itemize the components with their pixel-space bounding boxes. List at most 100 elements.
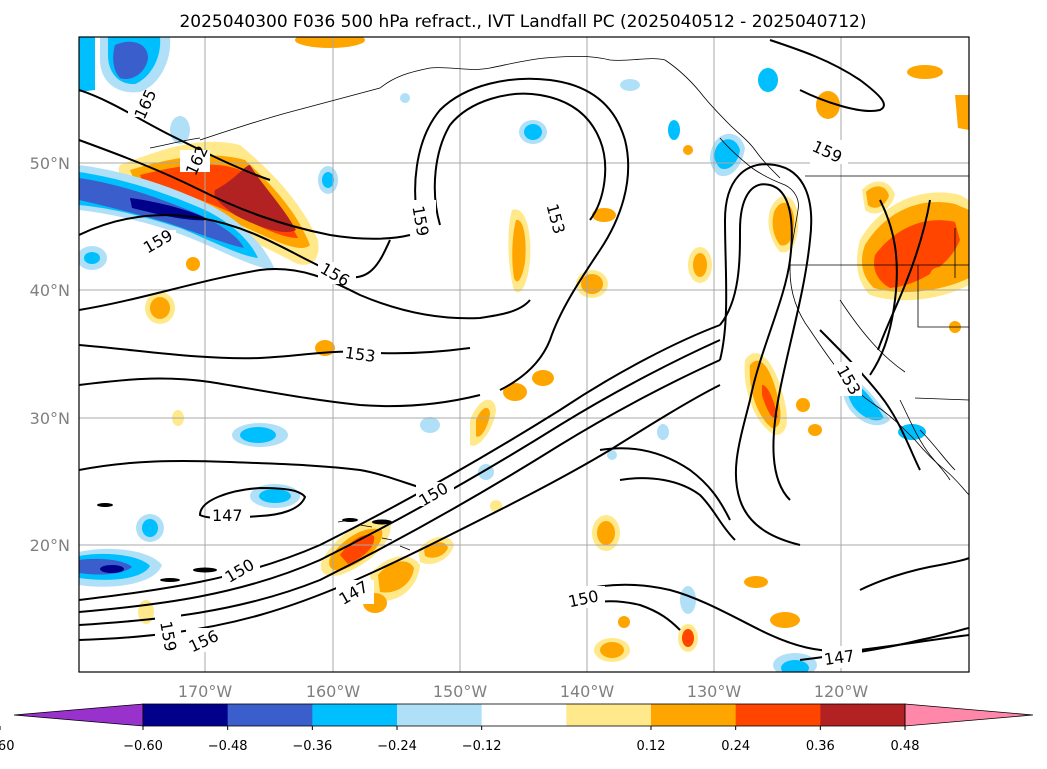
longitude-labels: 170°W 160°W 150°W 140°W 130°W 120°W (178, 682, 869, 701)
colorbar-tick-label: 0.36 (806, 739, 835, 754)
positive-anomaly-region (532, 370, 554, 386)
mexico-coast (919, 429, 956, 471)
negative-anomaly-region (130, 198, 210, 221)
baja-coast (899, 399, 951, 481)
colorbar-tick-label: −0.12 (462, 739, 502, 754)
colorbar-segment (651, 704, 737, 726)
positive-anomaly-region (490, 500, 502, 512)
colorbar-segment (227, 704, 313, 726)
contour-ne (869, 199, 898, 376)
contour-east-1 (719, 183, 801, 546)
map-area: 165 162 159 159 156 153 153 150 150 150 … (79, 37, 969, 672)
positive-anomaly-region (378, 561, 414, 593)
contour-162 (79, 139, 411, 240)
positive-anomaly-region (816, 91, 840, 119)
negative-anomaly-region (259, 489, 291, 503)
positive-anomaly-region (762, 385, 778, 419)
contour-jet-3 (79, 359, 721, 626)
positive-anomaly-region (597, 521, 615, 545)
colorbar-tick-label: −0.60 (123, 739, 163, 754)
negative-anomaly-region (668, 120, 680, 140)
positive-anomaly-region (772, 202, 795, 246)
us-mexico-border (914, 397, 969, 401)
negative-anomaly-region (714, 139, 740, 170)
bc-coast (719, 137, 799, 211)
negative-anomaly-region (680, 586, 696, 614)
negative-anomaly-region (113, 41, 148, 80)
colorbar-tick-label: −0.36 (292, 739, 332, 754)
positive-anomaly-region (424, 542, 448, 558)
colorbar-segment (481, 704, 567, 726)
positive-anomaly-region (693, 253, 707, 277)
contour-157 (433, 92, 607, 226)
positive-anomaly-region (683, 145, 693, 155)
contour-159-east (769, 39, 885, 112)
negative-anomaly-region (79, 37, 95, 92)
aleutians (149, 137, 201, 149)
positive-anomaly-region (295, 37, 365, 48)
colorbar-extend-min (13, 703, 144, 727)
negative-anomaly-region (100, 565, 124, 573)
contour-label: 147 (212, 506, 243, 525)
shading-layer (79, 37, 969, 672)
negative-anomaly-region (84, 252, 100, 264)
negative-anomaly-region (400, 93, 410, 103)
contour-ne-2 (877, 199, 931, 351)
colorbar-tick-label: 0.24 (721, 739, 750, 754)
positive-anomaly-region (744, 576, 768, 588)
contours (79, 39, 969, 661)
colorbar-extend-max (904, 703, 1034, 727)
contour-label: 153 (344, 343, 377, 366)
contour-156-inner (414, 77, 630, 391)
alaska-coast (199, 55, 666, 141)
positive-anomaly-region (682, 629, 694, 647)
negative-anomaly-region (142, 519, 158, 537)
contour-labels: 165 162 159 159 156 153 153 150 150 150 … (128, 86, 865, 669)
positive-anomaly-region (770, 612, 800, 628)
positive-anomaly-region (808, 424, 822, 436)
colorbar-tick-label: −0.24 (377, 739, 417, 754)
lat-label: 30°N (30, 409, 70, 428)
positive-anomaly-region (581, 274, 603, 294)
state-border (917, 265, 969, 328)
positive-anomaly-region (930, 267, 950, 283)
negative-anomaly-region (620, 79, 640, 91)
positive-anomaly-region (955, 95, 969, 130)
colorbar-segment (566, 704, 652, 726)
contour-fragments (97, 503, 392, 582)
negative-anomaly-region (322, 172, 334, 188)
positive-anomaly-region (512, 219, 526, 282)
contour-150a (79, 459, 451, 496)
negative-anomaly-region (240, 427, 276, 443)
alaska-panhandle (664, 59, 781, 179)
contour-153-se (819, 329, 921, 471)
contour-165 (79, 89, 271, 181)
map-frame (78, 36, 970, 673)
contour-lower-2 (619, 477, 736, 541)
positive-anomaly-region (600, 642, 624, 658)
colorbar-segment (312, 704, 398, 726)
lon-label: 120°W (814, 682, 869, 701)
positive-anomaly-region (618, 616, 630, 628)
negative-anomaly-region (781, 660, 809, 672)
lat-label: 40°N (30, 281, 70, 300)
colorbar-segment (397, 704, 483, 726)
contour-156 (79, 268, 531, 320)
colorbar: −0.60 −0.48 −0.36 −0.24 −0.12 0.12 0.24 0.36 0.4… (0, 703, 1034, 754)
colorbar-tick-label: 0.48 (891, 739, 920, 754)
positive-anomaly-region (476, 407, 490, 437)
negative-anomaly-region (758, 68, 778, 92)
contour-east-2 (719, 163, 813, 501)
lon-label: 170°W (178, 682, 233, 701)
colorbar-segment (143, 704, 229, 726)
colorbar-tick-label: 0.60 (0, 739, 14, 754)
colorbar-tick-label: −0.48 (208, 739, 248, 754)
positive-anomaly-region (907, 65, 943, 79)
contour-153 (79, 344, 471, 360)
positive-anomaly-region (796, 398, 810, 412)
lat-label: 50°N (30, 154, 70, 173)
lon-label: 150°W (433, 682, 488, 701)
positive-anomaly-region (150, 297, 170, 319)
